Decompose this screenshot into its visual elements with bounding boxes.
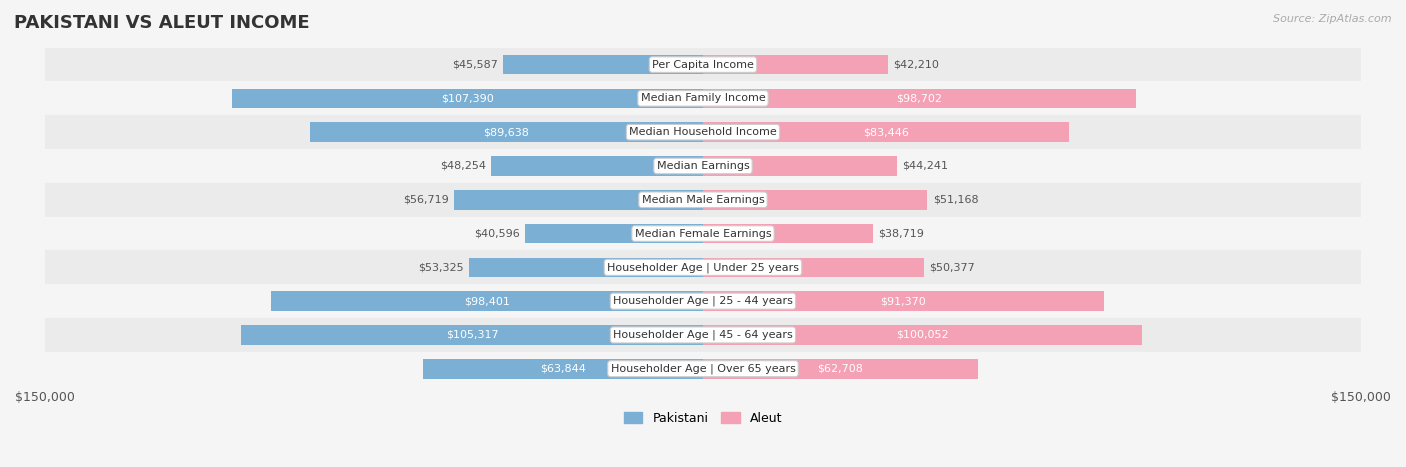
Text: $38,719: $38,719	[879, 228, 924, 239]
Text: Median Family Income: Median Family Income	[641, 93, 765, 103]
Text: Householder Age | Under 25 years: Householder Age | Under 25 years	[607, 262, 799, 273]
Text: $91,370: $91,370	[880, 296, 927, 306]
Bar	[45, 250, 1361, 284]
Bar	[703, 291, 1104, 311]
Bar	[454, 190, 703, 210]
Bar	[703, 359, 979, 379]
Text: Median Female Earnings: Median Female Earnings	[634, 228, 772, 239]
Legend: Pakistani, Aleut: Pakistani, Aleut	[619, 407, 787, 430]
Text: $56,719: $56,719	[404, 195, 449, 205]
Bar	[470, 258, 703, 277]
Bar	[703, 156, 897, 176]
Bar	[45, 183, 1361, 217]
Text: $63,844: $63,844	[540, 364, 586, 374]
Bar	[703, 190, 928, 210]
Text: Householder Age | 45 - 64 years: Householder Age | 45 - 64 years	[613, 330, 793, 340]
Bar	[703, 224, 873, 243]
Bar	[271, 291, 703, 311]
Text: Median Earnings: Median Earnings	[657, 161, 749, 171]
Bar	[524, 224, 703, 243]
Text: $62,708: $62,708	[818, 364, 863, 374]
Bar	[45, 48, 1361, 81]
Text: $100,052: $100,052	[896, 330, 949, 340]
Text: $51,168: $51,168	[932, 195, 979, 205]
Text: $83,446: $83,446	[863, 127, 910, 137]
Bar	[45, 352, 1361, 386]
Text: Householder Age | 25 - 44 years: Householder Age | 25 - 44 years	[613, 296, 793, 306]
Text: $107,390: $107,390	[441, 93, 494, 103]
Bar	[703, 122, 1069, 142]
Bar	[45, 149, 1361, 183]
Bar	[45, 217, 1361, 250]
Text: $53,325: $53,325	[418, 262, 464, 272]
Text: PAKISTANI VS ALEUT INCOME: PAKISTANI VS ALEUT INCOME	[14, 14, 309, 32]
Text: $105,317: $105,317	[446, 330, 498, 340]
Text: $44,241: $44,241	[903, 161, 949, 171]
Text: $98,702: $98,702	[897, 93, 942, 103]
Text: Median Male Earnings: Median Male Earnings	[641, 195, 765, 205]
Text: Householder Age | Over 65 years: Householder Age | Over 65 years	[610, 363, 796, 374]
Text: $89,638: $89,638	[484, 127, 529, 137]
Text: $48,254: $48,254	[440, 161, 486, 171]
Text: Source: ZipAtlas.com: Source: ZipAtlas.com	[1274, 14, 1392, 24]
Bar	[703, 55, 889, 74]
Bar	[703, 325, 1142, 345]
Text: $45,587: $45,587	[451, 60, 498, 70]
Text: Median Household Income: Median Household Income	[628, 127, 778, 137]
Bar	[491, 156, 703, 176]
Bar	[232, 89, 703, 108]
Text: $42,210: $42,210	[893, 60, 939, 70]
Bar	[45, 318, 1361, 352]
Text: $98,401: $98,401	[464, 296, 510, 306]
Bar	[703, 258, 924, 277]
Text: Per Capita Income: Per Capita Income	[652, 60, 754, 70]
Bar	[240, 325, 703, 345]
Bar	[45, 81, 1361, 115]
Text: $50,377: $50,377	[929, 262, 974, 272]
Bar	[45, 284, 1361, 318]
Bar	[45, 115, 1361, 149]
Bar	[503, 55, 703, 74]
Bar	[703, 89, 1136, 108]
Bar	[423, 359, 703, 379]
Bar	[309, 122, 703, 142]
Text: $40,596: $40,596	[474, 228, 520, 239]
